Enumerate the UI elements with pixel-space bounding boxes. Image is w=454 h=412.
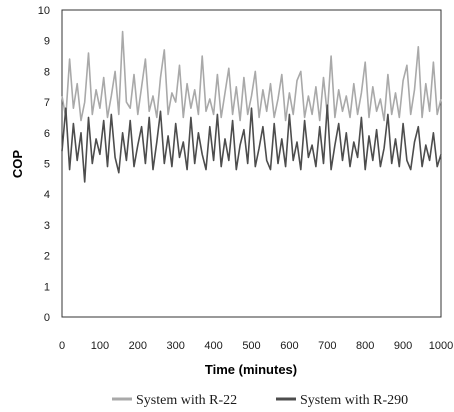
y-tick-label: 7 — [44, 97, 50, 109]
legend-label-r22: System with R-22 — [136, 393, 237, 408]
series-line-r22 — [61, 30, 442, 122]
x-tick-label: 1000 — [429, 340, 453, 352]
y-tick-label: 1 — [44, 281, 50, 293]
x-tick-labels: 0 100 200 300 400 500 600 700 800 900 1000 — [59, 340, 453, 352]
y-tick-label: 2 — [44, 251, 50, 263]
series-group — [61, 30, 442, 183]
y-tick-labels: 0 1 2 3 4 5 6 7 8 9 10 — [38, 5, 50, 324]
series-line-r290 — [61, 104, 442, 183]
plot-area — [61, 9, 442, 318]
x-tick-label: 700 — [318, 340, 336, 352]
x-axis-title: Time (minutes) — [205, 362, 297, 377]
x-tick-label: 500 — [242, 340, 260, 352]
legend-label-r290: System with R-290 — [300, 393, 408, 408]
x-tick-label: 0 — [59, 340, 65, 352]
y-tick-label: 6 — [44, 128, 50, 140]
y-tick-label: 3 — [44, 220, 50, 232]
y-tick-label: 9 — [44, 36, 50, 48]
y-axis-title: COP — [10, 150, 25, 179]
x-tick-label: 900 — [394, 340, 412, 352]
x-tick-label: 400 — [204, 340, 222, 352]
x-tick-label: 200 — [129, 340, 147, 352]
x-tick-label: 300 — [167, 340, 185, 352]
y-tick-label: 5 — [44, 159, 50, 171]
y-tick-label: 4 — [44, 189, 50, 201]
y-tick-label: 10 — [38, 5, 50, 17]
y-tick-label: 0 — [44, 312, 50, 324]
y-tick-label: 8 — [44, 66, 50, 78]
legend: System with R-22 System with R-290 — [112, 393, 408, 408]
x-tick-label: 600 — [280, 340, 298, 352]
x-tick-label: 100 — [91, 340, 109, 352]
x-tick-label: 800 — [356, 340, 374, 352]
